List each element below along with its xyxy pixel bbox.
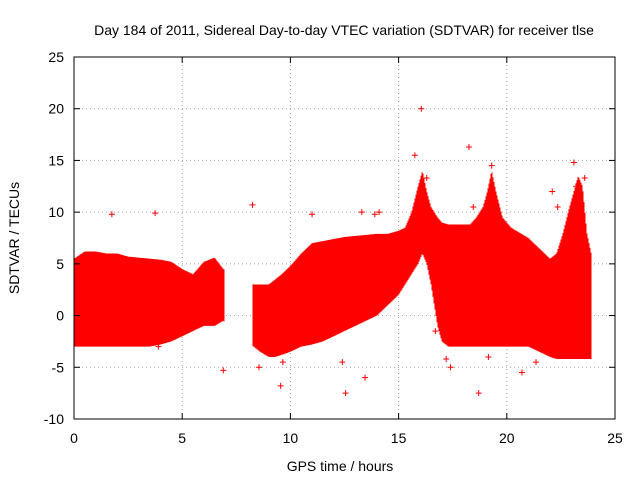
ticks: 0 5 10 15 20 25 -10 -5 0 5 10 15 20 25 xyxy=(44,49,623,446)
y-tick-label: 25 xyxy=(48,49,64,65)
outlier-point xyxy=(376,209,383,216)
x-tick-label: 5 xyxy=(178,430,186,446)
outlier-point xyxy=(152,210,159,217)
outlier-point xyxy=(108,211,115,218)
outlier-point xyxy=(249,201,256,208)
data-band xyxy=(73,172,592,360)
outlier-point xyxy=(554,203,561,210)
outlier-point xyxy=(443,356,450,363)
y-tick-label: 0 xyxy=(56,308,64,324)
outlier-point xyxy=(342,390,349,397)
y-tick-label: 15 xyxy=(48,152,64,168)
outlier-point xyxy=(281,271,288,278)
y-tick-label: -5 xyxy=(52,359,65,375)
outlier-point xyxy=(581,175,588,182)
x-axis-label: GPS time / hours xyxy=(287,458,394,474)
outlier-point xyxy=(465,143,472,150)
outlier-point xyxy=(309,211,316,218)
x-tick-label: 0 xyxy=(70,430,78,446)
outlier-point xyxy=(447,364,454,371)
outlier-point xyxy=(411,152,418,159)
outlier-point xyxy=(470,203,477,210)
outlier-point xyxy=(371,211,378,218)
outlier-point xyxy=(362,374,369,381)
plot-frame xyxy=(73,56,616,420)
x-tick-label: 20 xyxy=(499,430,515,446)
y-tick-label: 20 xyxy=(48,101,64,117)
outlier-point xyxy=(488,162,495,169)
outlier-point xyxy=(220,367,227,374)
y-axis-label: SDTVAR / TECUs xyxy=(6,182,22,294)
chart-title: Day 184 of 2011, Sidereal Day-to-day VTE… xyxy=(94,22,594,38)
outlier-point xyxy=(339,359,346,366)
y-tick-label: 5 xyxy=(56,256,64,272)
outlier-point xyxy=(475,390,482,397)
y-tick-label: -10 xyxy=(44,411,64,427)
outlier-point xyxy=(570,159,577,166)
x-tick-label: 15 xyxy=(391,430,407,446)
x-tick-label: 25 xyxy=(607,430,623,446)
outlier-point xyxy=(155,343,162,350)
outlier-point xyxy=(358,209,365,216)
outlier-point xyxy=(485,353,492,360)
outlier-point xyxy=(279,359,286,366)
outlier-point xyxy=(533,359,540,366)
outlier-point xyxy=(418,105,425,112)
y-tick-label: 10 xyxy=(48,204,64,220)
outlier-points xyxy=(108,105,588,397)
outlier-point xyxy=(277,382,284,389)
outlier-point xyxy=(432,328,439,335)
outlier-point xyxy=(518,369,525,376)
outlier-point xyxy=(256,364,263,371)
outlier-point xyxy=(549,188,556,195)
x-tick-label: 10 xyxy=(283,430,299,446)
outlier-point xyxy=(573,183,580,190)
outlier-point xyxy=(423,175,430,182)
